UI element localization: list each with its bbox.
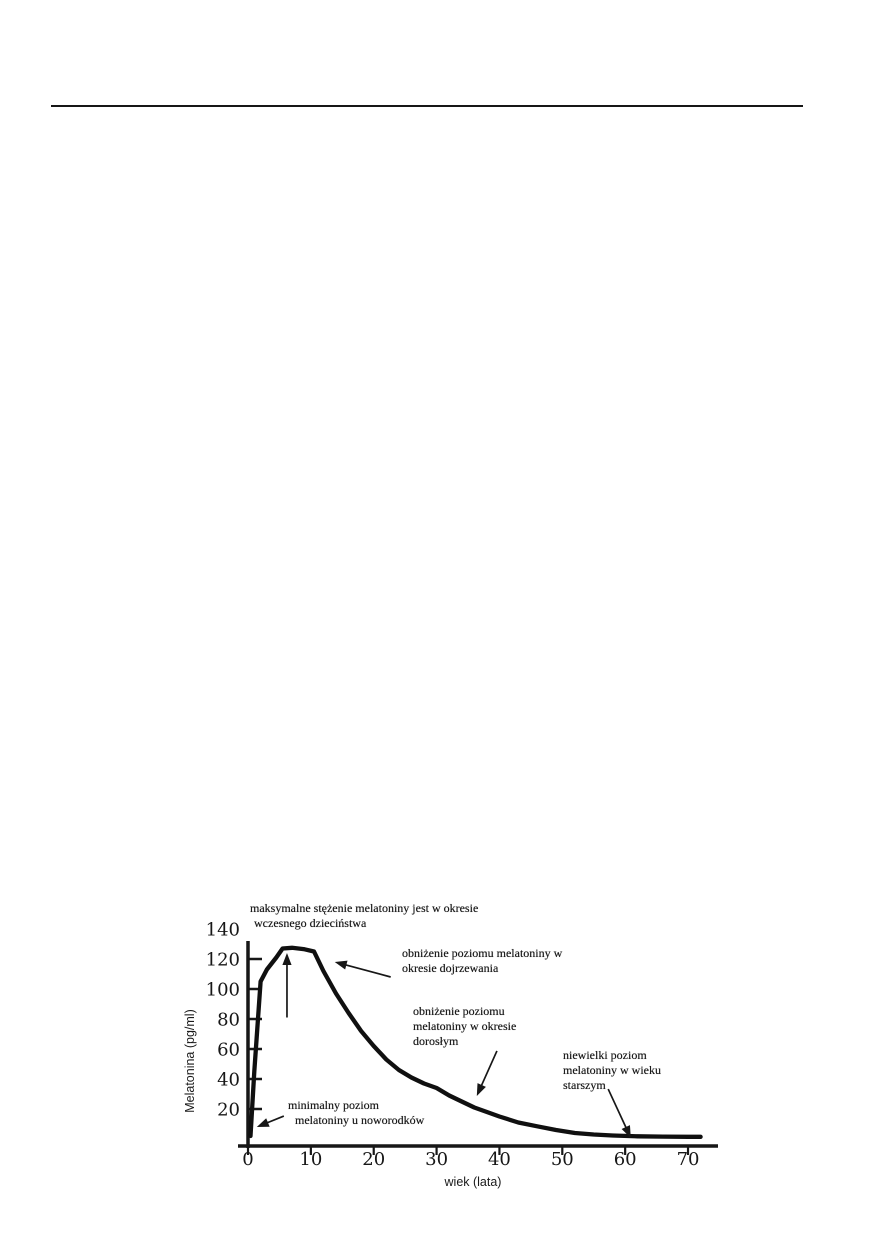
- y-tick-label: 80: [217, 1010, 240, 1031]
- annotation-line: melatoniny w okresie: [413, 1019, 517, 1033]
- annotation-adult-decline: obniżenie poziomu melatoniny w okresie d…: [413, 1004, 516, 1049]
- annotation-arrow-shaft-adult-decline: [480, 1050, 498, 1088]
- x-tick-label: 50: [551, 1149, 574, 1170]
- chart-layer: 20 40 60 80 100 120 140 0 10 20 30 40 50 60 70: [206, 920, 718, 1170]
- melatonin-curve: [248, 945, 703, 1139]
- x-tick-label: 30: [425, 1149, 448, 1170]
- annotation-line: obniżenie poziomu melatoniny w: [402, 946, 563, 960]
- x-tick-label: 20: [362, 1149, 385, 1170]
- x-tick-label: 0: [242, 1149, 253, 1170]
- y-tick-label: 20: [217, 1100, 240, 1121]
- annotation-arrow-head-adult-decline: [476, 1083, 486, 1096]
- y-tick-label: 40: [217, 1070, 240, 1091]
- annotation-arrow-shaft-elderly-level: [607, 1088, 628, 1130]
- annotation-line: okresie dojrzewania: [402, 961, 499, 975]
- header-rule: [51, 105, 803, 107]
- x-tick-label: 40: [488, 1149, 511, 1170]
- annotation-line: dorosłym: [413, 1034, 459, 1048]
- x-tick-label: 10: [299, 1149, 322, 1170]
- annotation-line: starszym: [563, 1078, 606, 1092]
- annotation-arrow-head-max-childhood: [282, 953, 292, 965]
- annotation-line: niewielki poziom: [563, 1048, 647, 1062]
- x-axis-title: wiek (lata): [444, 1175, 502, 1189]
- annotation-arrow-head-elderly-level: [621, 1125, 631, 1138]
- y-tick-label: 120: [206, 950, 240, 971]
- annotation-arrow-shaft-newborn-minimum: [265, 1115, 285, 1125]
- annotation-arrow-shaft-puberty-decline: [344, 963, 391, 978]
- annotation-line: minimalny poziom: [288, 1098, 379, 1112]
- annotation-elderly-level: niewielki poziom melatoniny w wieku star…: [563, 1048, 661, 1093]
- y-axis-title: Melatonina (pg/ml): [183, 1009, 197, 1113]
- x-tick-label: 60: [614, 1149, 637, 1170]
- annotation-line: obniżenie poziomu: [413, 1004, 505, 1018]
- annotation-arrow-head-puberty-decline: [334, 960, 348, 970]
- x-tick-label: 70: [677, 1149, 700, 1170]
- annotation-line: wczesnego dzieciństwa: [254, 916, 367, 930]
- annotation-line: melatoniny u noworodków: [295, 1113, 425, 1127]
- y-tick-label: 100: [206, 980, 240, 1001]
- annotation-line: melatoniny w wieku: [563, 1063, 661, 1077]
- annotation-max-childhood: maksymalne stężenie melatoniny jest w ok…: [250, 901, 478, 931]
- annotation-puberty-decline: obniżenie poziomu melatoniny w okresie d…: [402, 946, 562, 976]
- annotation-newborn-minimum: minimalny poziom melatoniny u noworodków: [288, 1098, 424, 1128]
- annotation-arrow-head-newborn-minimum: [256, 1118, 270, 1127]
- annotation-line: maksymalne stężenie melatoniny jest w ok…: [250, 901, 479, 915]
- y-tick-label: 140: [206, 920, 240, 941]
- y-tick-label: 60: [217, 1040, 240, 1061]
